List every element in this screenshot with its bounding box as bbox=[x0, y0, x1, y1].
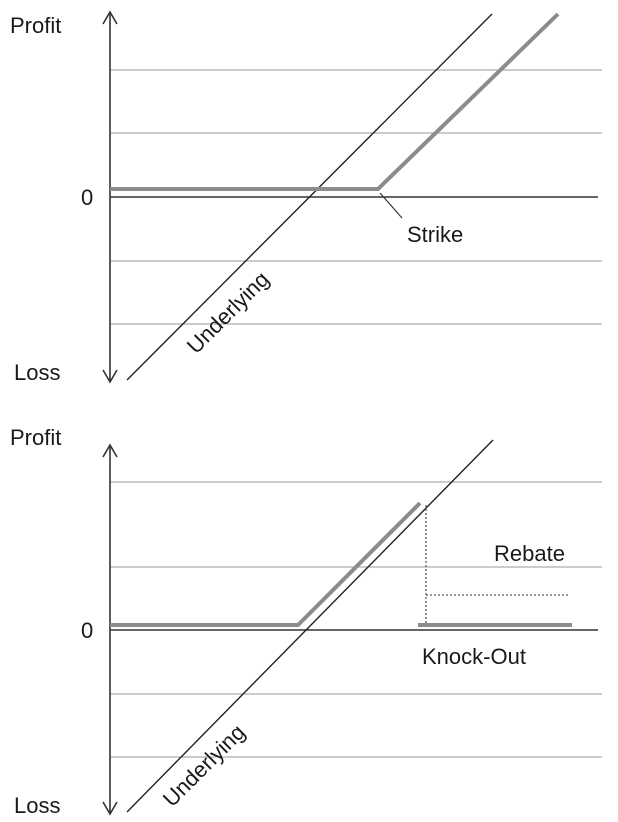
strike-label: Strike bbox=[407, 222, 463, 247]
profit-label: Profit bbox=[10, 13, 61, 38]
call-payoff-line bbox=[110, 12, 560, 191]
profit-label: Profit bbox=[10, 425, 61, 450]
knockout-label: Knock-Out bbox=[422, 644, 526, 669]
rebate-label: Rebate bbox=[494, 541, 565, 566]
underlying-line bbox=[126, 439, 494, 813]
zero-label: 0 bbox=[81, 185, 93, 210]
panel-call-option: Profit Loss 0 Strike Underlying bbox=[10, 10, 602, 385]
zero-label: 0 bbox=[81, 618, 93, 643]
strike-leader-line bbox=[379, 192, 403, 219]
y-axis-up-arrow bbox=[102, 10, 118, 25]
loss-label: Loss bbox=[14, 793, 60, 818]
underlying-label: Underlying bbox=[182, 266, 274, 358]
underlying-line bbox=[126, 13, 493, 381]
knock-out-payoff-line bbox=[110, 501, 422, 627]
panel-knock-out-option: Profit Loss 0 Rebate Knock-Out Underlyin… bbox=[10, 425, 602, 818]
y-axis-up-arrow bbox=[102, 443, 118, 458]
y-axis-down-arrow bbox=[102, 801, 118, 816]
loss-label: Loss bbox=[14, 360, 60, 385]
y-axis-down-arrow bbox=[102, 369, 118, 384]
